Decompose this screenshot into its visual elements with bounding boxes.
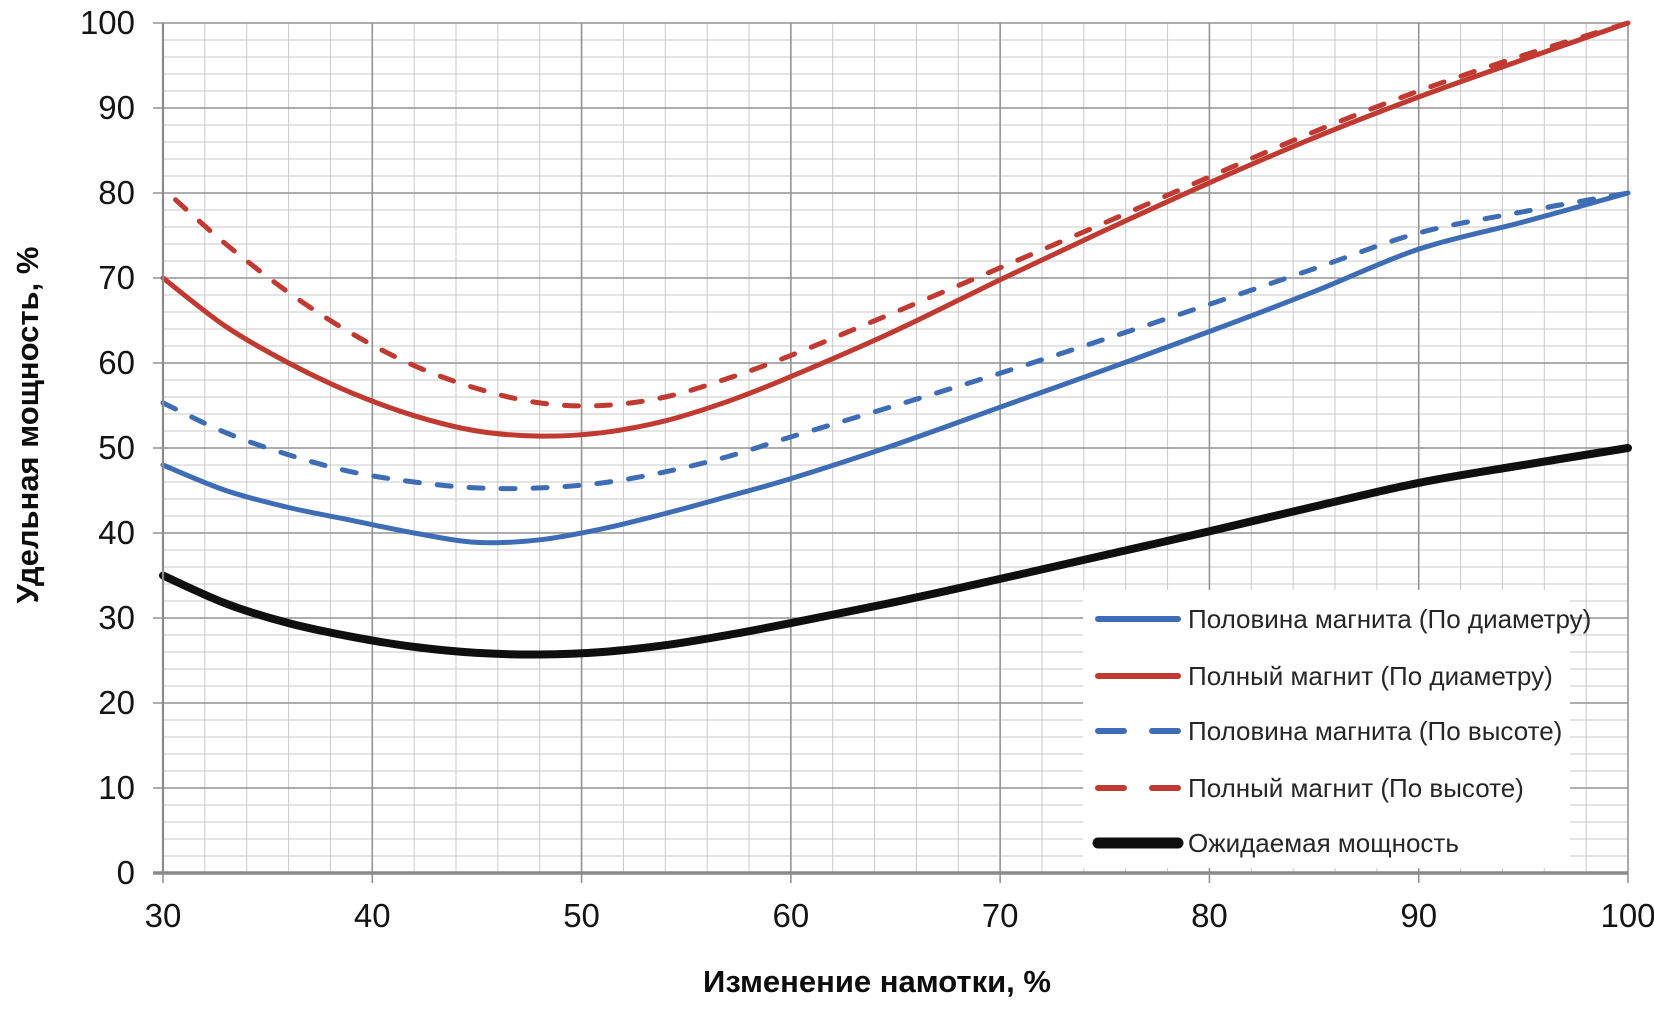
legend-label: Половина магнита (По диаметру) xyxy=(1188,604,1591,634)
legend: Половина магнита (По диаметру) Полный маг… xyxy=(1083,590,1591,868)
x-tick-label: 40 xyxy=(354,897,391,934)
y-tick-label: 10 xyxy=(98,769,135,806)
legend-label: Полный магнит (По диаметру) xyxy=(1188,661,1553,691)
y-tick-label: 50 xyxy=(98,429,135,466)
series-line-4 xyxy=(159,444,1632,659)
series-line-2 xyxy=(160,190,1631,492)
legend-label: Ожидаемая мощность xyxy=(1188,828,1459,858)
x-tick-label: 50 xyxy=(563,897,600,934)
y-tick-label: 80 xyxy=(98,174,135,211)
y-axis-title: Удельная мощность, % xyxy=(10,247,45,604)
x-tick-label: 60 xyxy=(772,897,809,934)
x-tick-label: 80 xyxy=(1191,897,1228,934)
y-tick-label: 40 xyxy=(98,514,135,551)
y-tick-label: 0 xyxy=(117,854,135,891)
plot-series xyxy=(159,20,1632,659)
axes xyxy=(153,23,1628,875)
x-tick-label: 30 xyxy=(145,897,182,934)
legend-label: Полный магнит (По высоте) xyxy=(1188,773,1524,803)
x-axis-title: Изменение намотки, % xyxy=(703,964,1051,999)
y-tick-label: 60 xyxy=(98,344,135,381)
y-tick-label: 100 xyxy=(80,4,135,41)
x-tick-label: 70 xyxy=(982,897,1019,934)
y-tick-label: 20 xyxy=(98,684,135,721)
x-tick-label: 90 xyxy=(1400,897,1437,934)
x-tick-label: 100 xyxy=(1600,897,1654,934)
series-line-0 xyxy=(160,190,1631,546)
tick-labels: 30 40 50 60 70 80 90 100 0 10 20 30 40 50 60 70 80 90 100 xyxy=(80,4,1654,934)
series-line-1 xyxy=(160,20,1631,439)
legend-label: Половина магнита (По высоте) xyxy=(1188,716,1562,746)
y-tick-label: 30 xyxy=(98,599,135,636)
y-tick-label: 90 xyxy=(98,89,135,126)
series-line-3 xyxy=(173,20,1631,409)
y-tick-label: 70 xyxy=(98,259,135,296)
